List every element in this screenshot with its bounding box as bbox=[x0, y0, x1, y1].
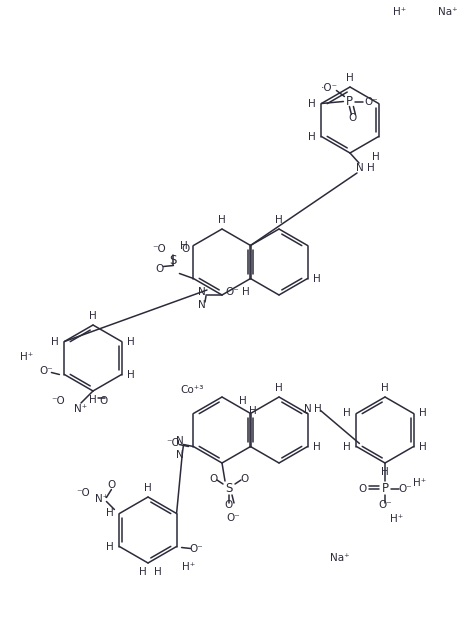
Text: O⁻: O⁻ bbox=[190, 545, 203, 555]
Text: H: H bbox=[127, 337, 135, 347]
Text: N⁺: N⁺ bbox=[74, 404, 88, 414]
Text: H: H bbox=[144, 483, 152, 493]
Text: H⁺: H⁺ bbox=[20, 352, 33, 361]
Text: O⁻: O⁻ bbox=[365, 97, 378, 106]
Text: H: H bbox=[343, 409, 351, 418]
Text: H: H bbox=[154, 567, 162, 577]
Text: H: H bbox=[419, 409, 426, 418]
Text: N: N bbox=[356, 163, 364, 173]
Text: H: H bbox=[248, 407, 257, 417]
Text: H: H bbox=[367, 163, 375, 173]
Text: O: O bbox=[99, 396, 107, 406]
Text: Na⁺: Na⁺ bbox=[330, 553, 350, 563]
Text: O⁻: O⁻ bbox=[378, 500, 392, 510]
Text: H: H bbox=[275, 383, 283, 393]
Text: H: H bbox=[313, 441, 320, 451]
Text: N: N bbox=[304, 404, 311, 413]
Text: N: N bbox=[176, 436, 183, 446]
Text: H: H bbox=[381, 467, 389, 477]
Text: ⁻O: ⁻O bbox=[152, 243, 166, 254]
Text: H: H bbox=[218, 215, 226, 225]
Text: O: O bbox=[241, 474, 249, 484]
Text: Na⁺: Na⁺ bbox=[438, 7, 458, 17]
Text: P: P bbox=[381, 482, 388, 495]
Text: O⁻: O⁻ bbox=[226, 513, 240, 523]
Text: S: S bbox=[170, 254, 177, 267]
Text: H: H bbox=[238, 397, 247, 407]
Text: H: H bbox=[180, 241, 188, 251]
Text: O: O bbox=[209, 474, 217, 484]
Text: N: N bbox=[198, 287, 206, 297]
Text: H: H bbox=[242, 287, 249, 297]
Text: H⁺: H⁺ bbox=[390, 514, 404, 524]
Text: O: O bbox=[348, 113, 357, 123]
Text: ⁻O: ⁻O bbox=[77, 488, 90, 498]
Text: H: H bbox=[308, 98, 316, 108]
Text: Co⁺³: Co⁺³ bbox=[180, 385, 204, 395]
Text: H: H bbox=[107, 542, 114, 552]
Text: ·O⁻: ·O⁻ bbox=[321, 82, 338, 92]
Text: N⁺: N⁺ bbox=[95, 493, 108, 503]
Text: H: H bbox=[89, 395, 97, 405]
Text: ⁻O: ⁻O bbox=[167, 438, 180, 449]
Text: H: H bbox=[346, 73, 354, 83]
Text: H: H bbox=[275, 215, 283, 225]
Text: H: H bbox=[308, 131, 316, 142]
Text: H: H bbox=[381, 383, 389, 393]
Text: O: O bbox=[155, 264, 164, 274]
Text: H: H bbox=[127, 370, 135, 379]
Text: O: O bbox=[181, 243, 189, 254]
Text: H⁺: H⁺ bbox=[182, 561, 195, 571]
Text: O⁻: O⁻ bbox=[226, 287, 239, 297]
Text: H: H bbox=[89, 311, 97, 321]
Text: H: H bbox=[343, 441, 351, 451]
Text: ⁻O: ⁻O bbox=[51, 396, 65, 406]
Text: H⁺: H⁺ bbox=[413, 478, 426, 488]
Text: O: O bbox=[225, 500, 233, 510]
Text: H: H bbox=[107, 508, 114, 519]
Text: H: H bbox=[419, 441, 426, 451]
Text: H: H bbox=[314, 404, 321, 413]
Text: O⁻: O⁻ bbox=[398, 484, 412, 494]
Text: H⁺: H⁺ bbox=[393, 7, 407, 17]
Text: N: N bbox=[176, 449, 183, 459]
Text: O: O bbox=[359, 484, 367, 494]
Text: O: O bbox=[107, 480, 116, 490]
Text: H: H bbox=[51, 337, 59, 347]
Text: O⁻: O⁻ bbox=[40, 366, 53, 376]
Text: H: H bbox=[372, 152, 379, 162]
Text: S: S bbox=[225, 482, 233, 495]
Text: N: N bbox=[198, 300, 206, 310]
Text: H: H bbox=[139, 567, 147, 577]
Text: P: P bbox=[346, 95, 353, 108]
Text: H: H bbox=[313, 274, 320, 284]
